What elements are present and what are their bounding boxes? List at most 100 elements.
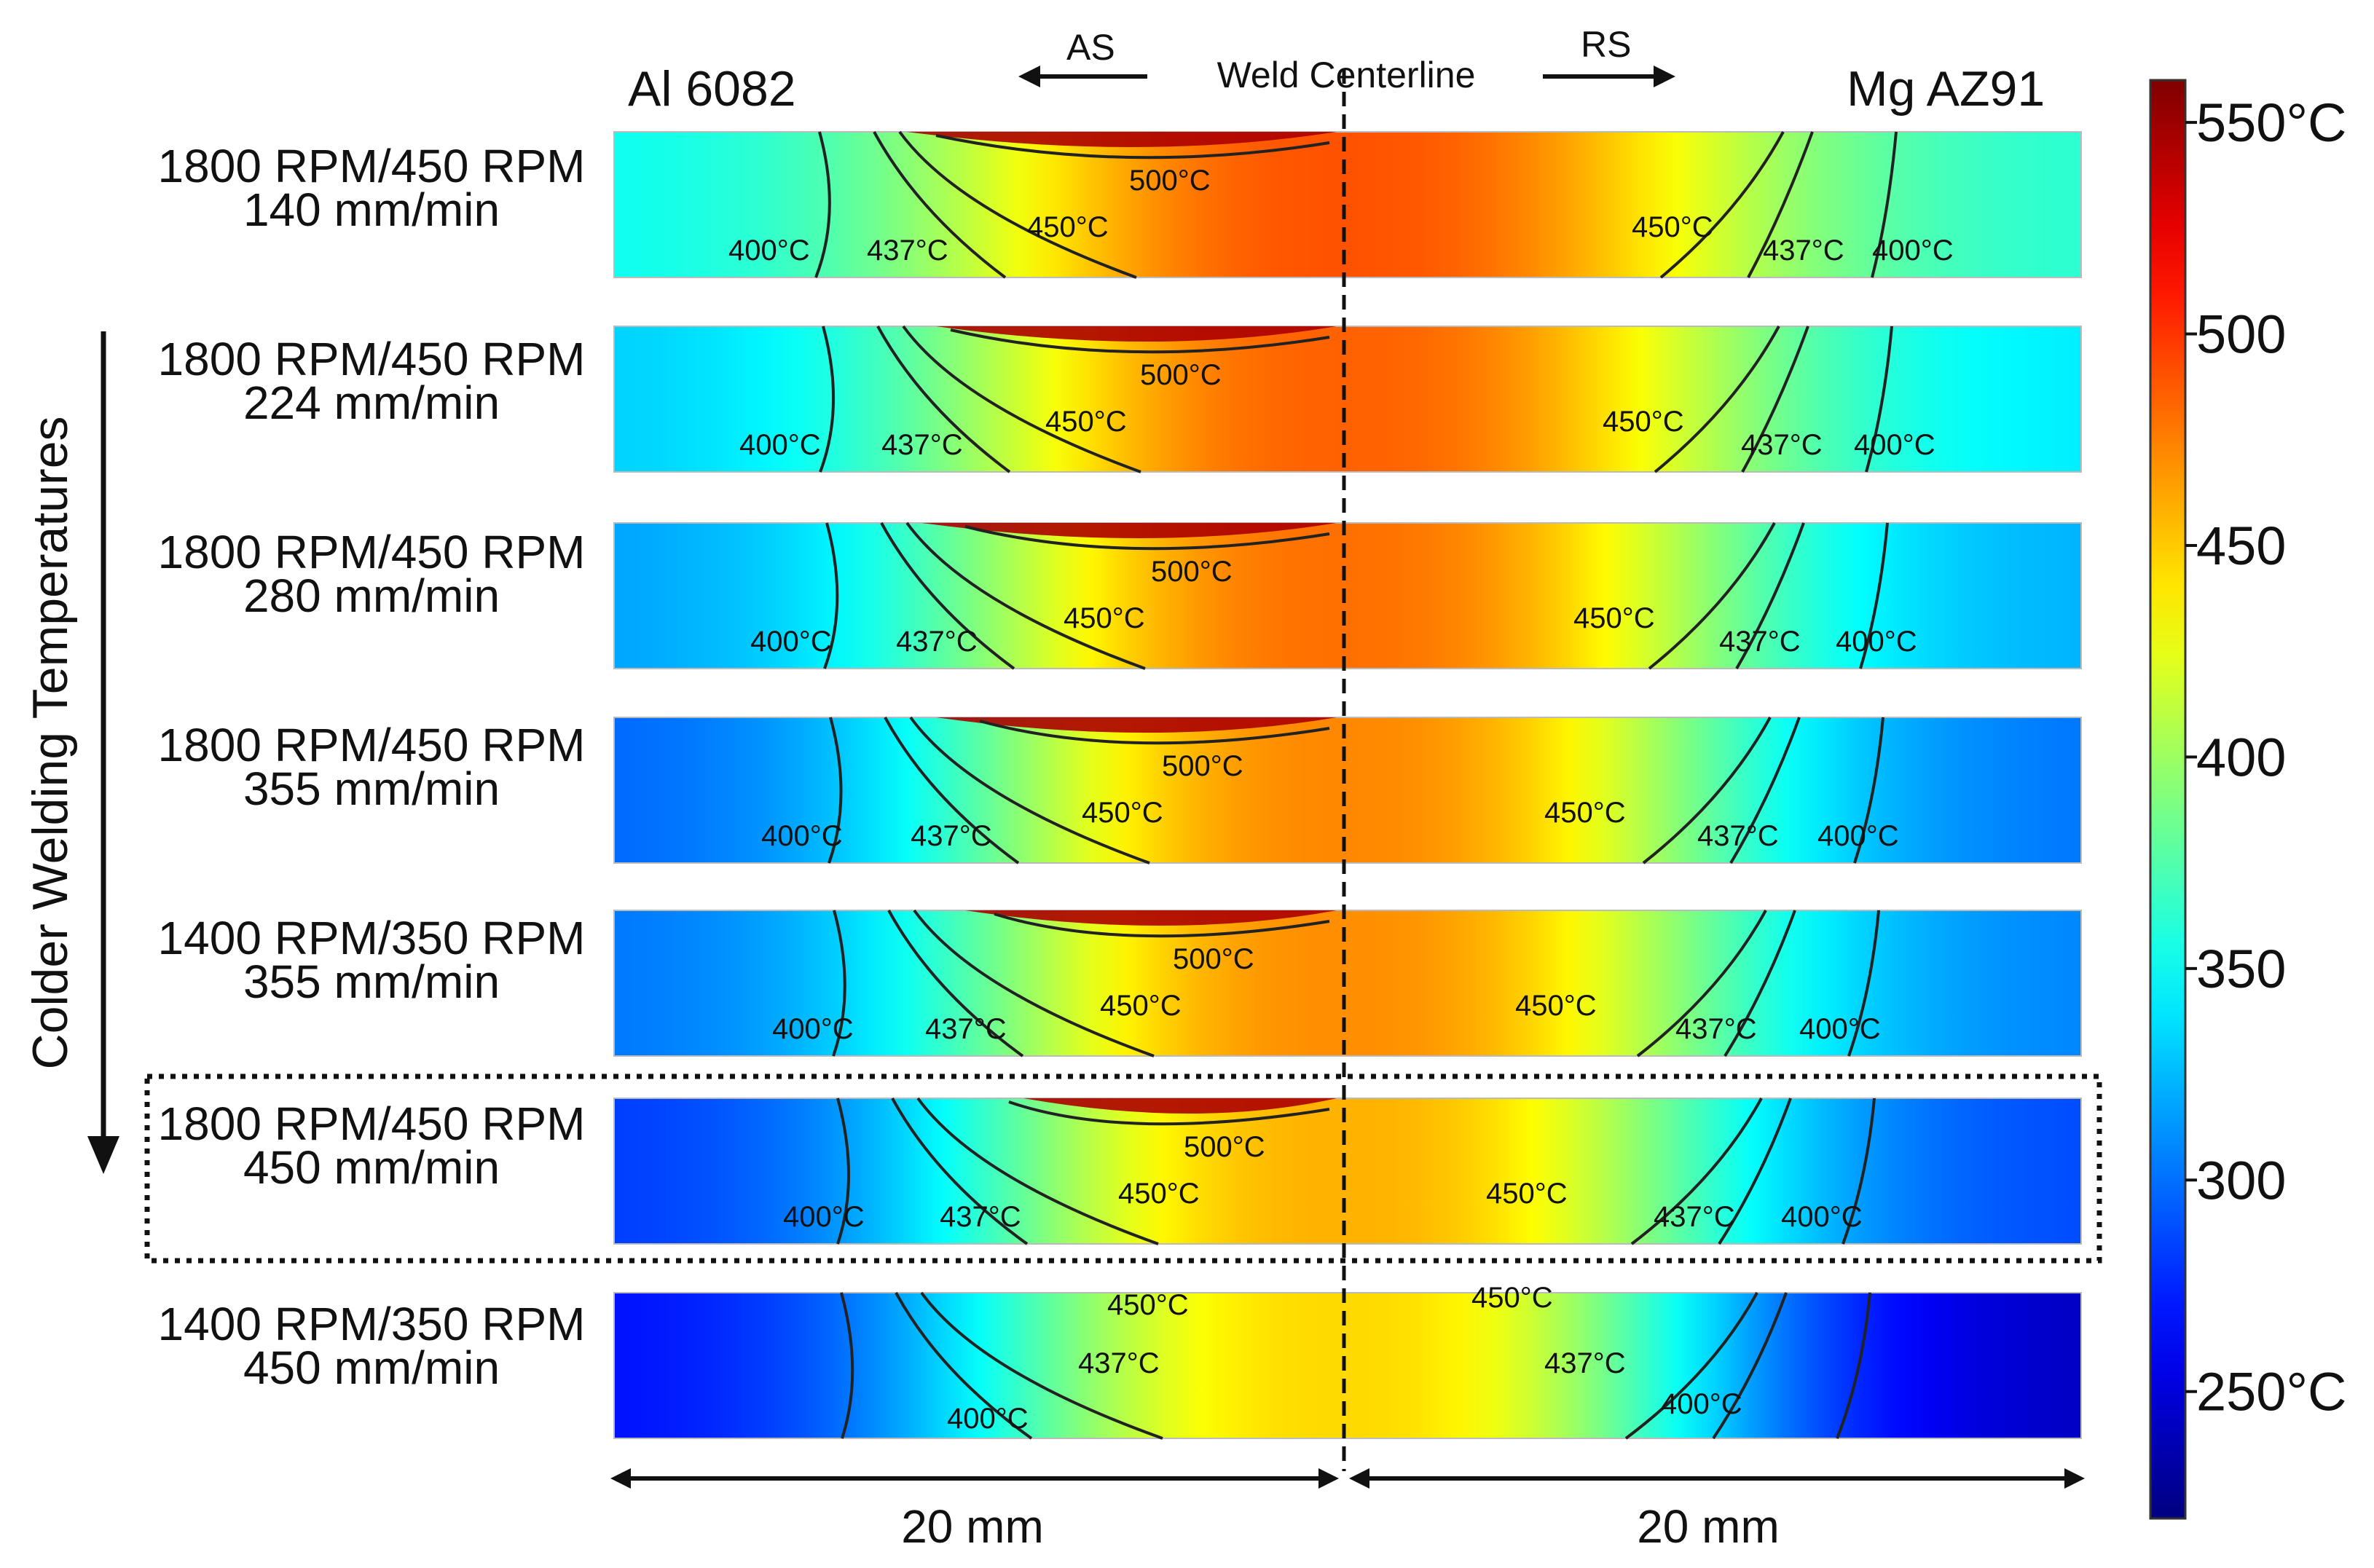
retreating-side-label: RS — [1581, 24, 1631, 65]
isotherm-label: 500°C — [1129, 165, 1211, 197]
isotherm-label: 400°C — [1799, 1013, 1881, 1045]
weld-map — [613, 717, 2082, 864]
isotherm-line — [823, 522, 839, 669]
isotherm-label: 400°C — [783, 1201, 865, 1233]
isotherm-line — [814, 131, 831, 278]
isotherm-line — [1729, 717, 1801, 864]
highlight-box — [144, 1073, 2102, 1264]
weld-centerline-label: Weld Centerline — [1217, 55, 1476, 95]
isotherm-label: 437°C — [1719, 626, 1801, 658]
isotherm-label: 500°C — [1162, 750, 1243, 782]
isotherm-label: 400°C — [1836, 626, 1917, 658]
isotherm-label: 450°C — [1118, 1178, 1200, 1210]
advancing-side-label: AS — [1066, 27, 1115, 68]
isotherm-line — [979, 720, 1330, 745]
weld-map — [613, 910, 2082, 1057]
case-feed-label: 140 mm/min — [243, 184, 500, 236]
isotherm-label: 400°C — [1817, 820, 1899, 852]
isotherm-line — [1008, 1100, 1330, 1126]
isotherm-line — [873, 131, 1007, 279]
isotherm-line — [935, 134, 1330, 159]
right-material-label: Mg AZ91 — [1847, 61, 2045, 117]
case-speed-label: 1800 RPM/450 RPM — [158, 526, 586, 578]
isotherm-line — [891, 1098, 1029, 1245]
isotherm-line — [1735, 522, 1805, 670]
isotherm-line — [1712, 1292, 1788, 1440]
isotherm-line — [916, 1097, 1159, 1245]
scale-label-left: 20 mm — [901, 1500, 1044, 1553]
isotherm-label: 450°C — [1027, 211, 1109, 243]
case-speed-label: 1400 RPM/350 RPM — [158, 1298, 586, 1350]
isotherm-label: 437°C — [925, 1013, 1007, 1045]
colorbar-tick-label: 250°C — [2196, 1362, 2347, 1422]
isotherm-label: 437°C — [867, 235, 948, 267]
isotherm-line — [1747, 131, 1814, 278]
case-speed-label: 1800 RPM/450 RPM — [158, 140, 586, 192]
isotherm-line — [895, 1292, 1033, 1440]
left-material-label: Al 6082 — [628, 61, 796, 117]
isotherm-line — [884, 717, 1020, 864]
isotherm-label: 437°C — [1697, 820, 1779, 852]
hot-zone — [936, 717, 1337, 733]
isotherm-label: 450°C — [1064, 602, 1145, 634]
isotherm-label: 437°C — [1654, 1201, 1735, 1233]
isotherm-label: 450°C — [1100, 990, 1182, 1022]
isotherm-line — [1871, 131, 1898, 278]
isotherm-line — [1836, 1292, 1871, 1439]
isotherm-line — [902, 325, 1141, 473]
colorbar-tick-label: 550°C — [2196, 92, 2347, 153]
isotherm-line — [1853, 717, 1884, 864]
hot-zone — [965, 910, 1337, 926]
isotherm-line — [887, 910, 1024, 1057]
colorbar — [2149, 79, 2187, 1520]
isotherm-label: 400°C — [739, 429, 821, 461]
isotherm-label: 450°C — [1045, 406, 1127, 438]
colorbar-ticks: 550°C 500 450 400 350 300 250°C — [2185, 92, 2347, 1422]
isotherm-label: 400°C — [728, 235, 810, 267]
isotherm-label: 437°C — [1675, 1013, 1757, 1045]
colorbar-tick-label: 450 — [2196, 516, 2286, 576]
isotherm-label: 450°C — [1471, 1282, 1553, 1314]
case-feed-label: 355 mm/min — [243, 763, 500, 815]
isotherm-label: 500°C — [1173, 943, 1254, 975]
isotherm-line — [950, 328, 1330, 354]
colder-temperatures-label: Colder Welding Temperatures — [23, 416, 78, 1069]
weld-map — [613, 1292, 2082, 1439]
isotherm-label: 437°C — [1544, 1347, 1626, 1379]
isotherm-line — [913, 909, 1155, 1057]
colorbar-tick-label: 500 — [2196, 304, 2286, 365]
isotherm-label: 500°C — [1184, 1131, 1265, 1163]
isotherm-label: 450°C — [1515, 990, 1597, 1022]
isotherm-line — [1624, 1292, 1758, 1440]
isotherm-line — [898, 130, 1137, 279]
isotherm-line — [828, 717, 843, 864]
isotherm-label: 400°C — [1872, 235, 1954, 267]
isotherm-label: 450°C — [1107, 1289, 1189, 1321]
colorbar-tick-label: 350 — [2196, 939, 2286, 999]
hot-zone — [907, 132, 1337, 147]
isotherm-line — [840, 1292, 854, 1439]
case-feed-label: 280 mm/min — [243, 570, 500, 622]
isotherm-line — [1648, 522, 1776, 670]
isotherm-line — [832, 910, 846, 1057]
retreating-side-arrow — [1543, 66, 1675, 87]
isotherm-label: 400°C — [1661, 1388, 1742, 1420]
isotherm-label: 500°C — [1140, 359, 1222, 391]
isotherm-line — [1842, 1098, 1876, 1245]
colder-temperatures-arrow — [87, 331, 119, 1174]
case-feed-label: 224 mm/min — [243, 377, 500, 429]
colorbar-tick-label: 400 — [2196, 727, 2286, 787]
isotherm-line — [1718, 1098, 1792, 1245]
hot-zone — [1023, 1098, 1337, 1114]
isotherm-line — [920, 1291, 1163, 1440]
isotherm-label: 450°C — [1603, 406, 1684, 438]
isotherm-line — [1642, 717, 1772, 864]
case-speed-label: 1800 RPM/450 RPM — [158, 719, 586, 771]
isotherm-label: 450°C — [1486, 1178, 1568, 1210]
isotherm-label: 400°C — [761, 820, 843, 852]
